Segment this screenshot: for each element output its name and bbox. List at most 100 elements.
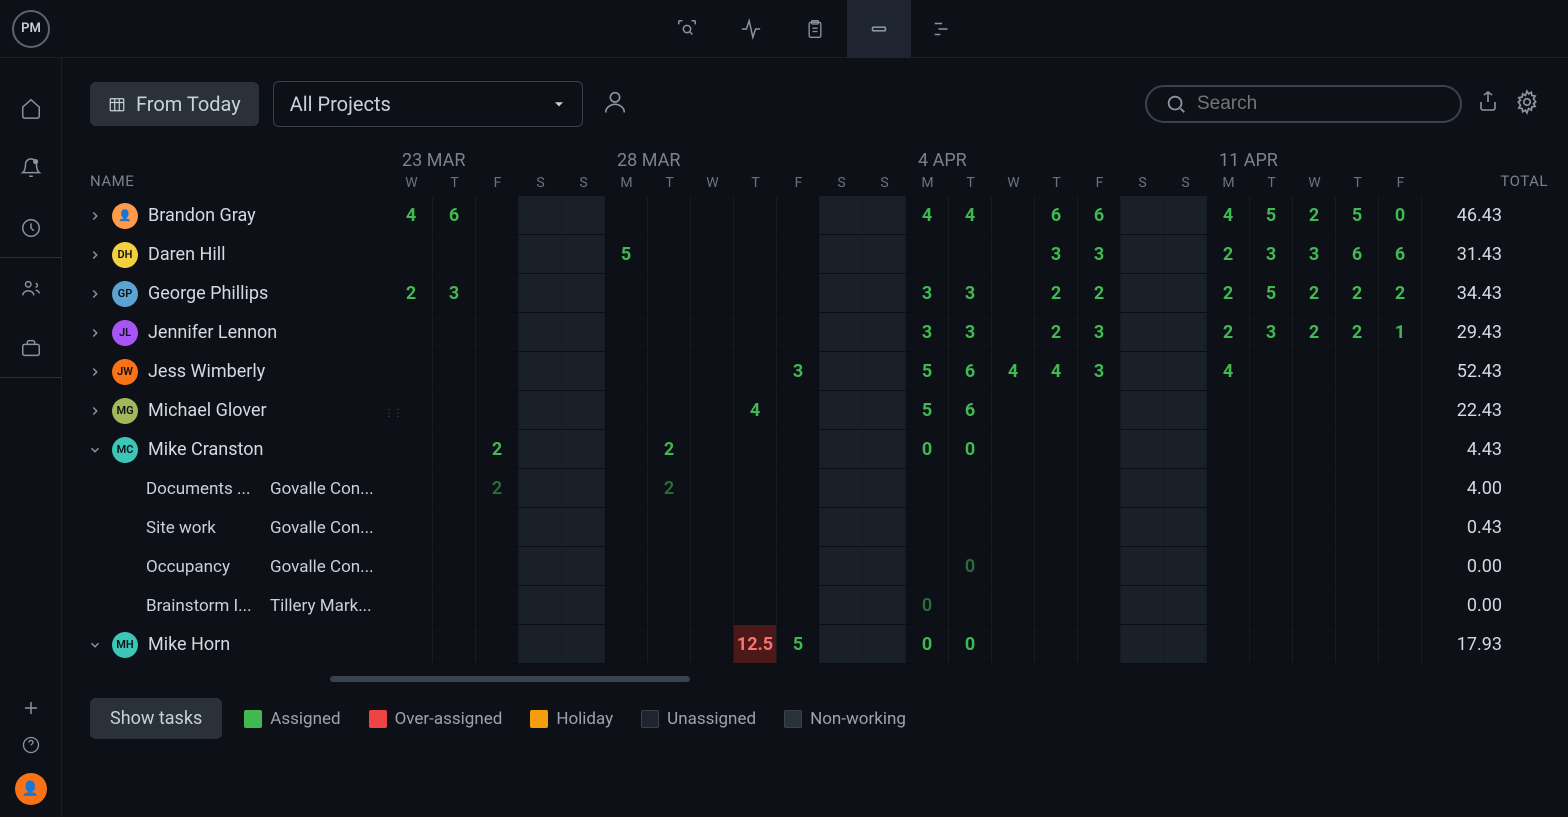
workload-cell[interactable] — [476, 196, 519, 235]
workload-cell[interactable] — [605, 508, 648, 547]
workload-cell[interactable] — [1293, 625, 1336, 664]
workload-cell[interactable]: 3 — [433, 274, 476, 313]
workload-cell[interactable]: 3 — [777, 352, 820, 391]
workload-cell[interactable] — [519, 469, 562, 508]
workload-cell[interactable] — [949, 586, 992, 625]
workload-cell[interactable] — [777, 274, 820, 313]
workload-cell[interactable] — [863, 547, 906, 586]
export-icon[interactable] — [1476, 89, 1500, 119]
workload-cell[interactable]: 2 — [390, 274, 433, 313]
workload-cell[interactable] — [476, 625, 519, 664]
gantt-icon[interactable] — [911, 0, 975, 58]
workload-cell[interactable] — [433, 508, 476, 547]
workload-cell[interactable] — [433, 430, 476, 469]
workload-cell[interactable]: 0 — [906, 586, 949, 625]
workload-cell[interactable]: 3 — [949, 313, 992, 352]
workload-cell[interactable] — [1121, 352, 1164, 391]
workload-cell[interactable]: 3 — [1078, 313, 1121, 352]
workload-cell[interactable] — [605, 586, 648, 625]
workload-cell[interactable] — [863, 391, 906, 430]
workload-cell[interactable] — [691, 196, 734, 235]
workload-cell[interactable]: 4 — [949, 196, 992, 235]
workload-cell[interactable] — [1035, 430, 1078, 469]
workload-cell[interactable]: 0 — [906, 430, 949, 469]
workload-cell[interactable] — [1250, 625, 1293, 664]
workload-cell[interactable] — [691, 586, 734, 625]
workload-cell[interactable] — [648, 625, 691, 664]
workload-cell[interactable] — [1121, 625, 1164, 664]
workload-cell[interactable]: 6 — [1379, 235, 1422, 274]
workload-cell[interactable] — [1121, 469, 1164, 508]
workload-cell[interactable] — [1035, 469, 1078, 508]
workload-cell[interactable] — [519, 547, 562, 586]
workload-cell[interactable] — [1336, 430, 1379, 469]
chevron-right-icon[interactable] — [88, 365, 102, 379]
workload-cell[interactable]: 2 — [1207, 274, 1250, 313]
chevron-right-icon[interactable] — [88, 248, 102, 262]
workload-cell[interactable] — [1035, 391, 1078, 430]
drag-handle-icon[interactable]: ⋮⋮ — [384, 408, 402, 419]
workload-cell[interactable] — [1336, 547, 1379, 586]
workload-cell[interactable] — [433, 313, 476, 352]
workload-cell[interactable]: 2 — [648, 430, 691, 469]
workload-cell[interactable] — [476, 586, 519, 625]
workload-cell[interactable] — [605, 352, 648, 391]
workload-cell[interactable] — [1121, 313, 1164, 352]
workload-cell[interactable] — [1164, 313, 1207, 352]
workload-cell[interactable] — [1336, 352, 1379, 391]
workload-cell[interactable] — [1164, 235, 1207, 274]
workload-cell[interactable] — [1293, 391, 1336, 430]
workload-cell[interactable] — [734, 274, 777, 313]
workload-cell[interactable]: 2 — [1035, 274, 1078, 313]
workload-cell[interactable]: 5 — [605, 235, 648, 274]
workload-cell[interactable] — [1379, 625, 1422, 664]
workload-cell[interactable] — [562, 625, 605, 664]
workload-cell[interactable] — [648, 586, 691, 625]
workload-cell[interactable] — [1336, 625, 1379, 664]
workload-cell[interactable] — [433, 469, 476, 508]
workload-cell[interactable] — [734, 235, 777, 274]
workload-cell[interactable] — [1207, 430, 1250, 469]
workload-cell[interactable] — [476, 508, 519, 547]
search-zoom-icon[interactable] — [655, 0, 719, 58]
workload-cell[interactable]: 3 — [1078, 235, 1121, 274]
workload-cell[interactable]: 4 — [1035, 352, 1078, 391]
workload-cell[interactable]: 2 — [1379, 274, 1422, 313]
workload-cell[interactable] — [1078, 586, 1121, 625]
workload-cell[interactable] — [605, 469, 648, 508]
workload-cell[interactable] — [992, 625, 1035, 664]
workload-cell[interactable] — [820, 391, 863, 430]
workload-cell[interactable] — [519, 274, 562, 313]
workload-cell[interactable] — [562, 586, 605, 625]
workload-cell[interactable] — [562, 469, 605, 508]
workload-cell[interactable] — [777, 469, 820, 508]
workload-cell[interactable] — [648, 313, 691, 352]
workload-cell[interactable]: 0 — [1379, 196, 1422, 235]
workload-cell[interactable]: 5 — [777, 625, 820, 664]
workload-cell[interactable] — [820, 235, 863, 274]
workload-cell[interactable] — [691, 352, 734, 391]
workload-cell[interactable] — [992, 586, 1035, 625]
workload-cell[interactable]: 0 — [949, 547, 992, 586]
workload-cell[interactable]: 6 — [1035, 196, 1078, 235]
workload-cell[interactable] — [1207, 391, 1250, 430]
workload-cell[interactable] — [390, 352, 433, 391]
workload-cell[interactable] — [992, 274, 1035, 313]
workload-cell[interactable] — [1078, 625, 1121, 664]
workload-cell[interactable]: 4 — [390, 196, 433, 235]
chevron-right-icon[interactable] — [88, 326, 102, 340]
workload-cell[interactable] — [390, 586, 433, 625]
workload-cell[interactable]: 0 — [949, 625, 992, 664]
workload-cell[interactable] — [1379, 430, 1422, 469]
workload-cell[interactable] — [820, 430, 863, 469]
activity-icon[interactable] — [719, 0, 783, 58]
workload-cell[interactable] — [863, 235, 906, 274]
workload-cell[interactable] — [1121, 274, 1164, 313]
workload-cell[interactable] — [992, 469, 1035, 508]
workload-cell[interactable] — [691, 391, 734, 430]
workload-cell[interactable]: 12.5 — [734, 625, 777, 664]
workload-cell[interactable]: 3 — [1078, 352, 1121, 391]
from-today-button[interactable]: From Today — [90, 82, 259, 126]
workload-cell[interactable] — [605, 430, 648, 469]
workload-cell[interactable]: 6 — [433, 196, 476, 235]
